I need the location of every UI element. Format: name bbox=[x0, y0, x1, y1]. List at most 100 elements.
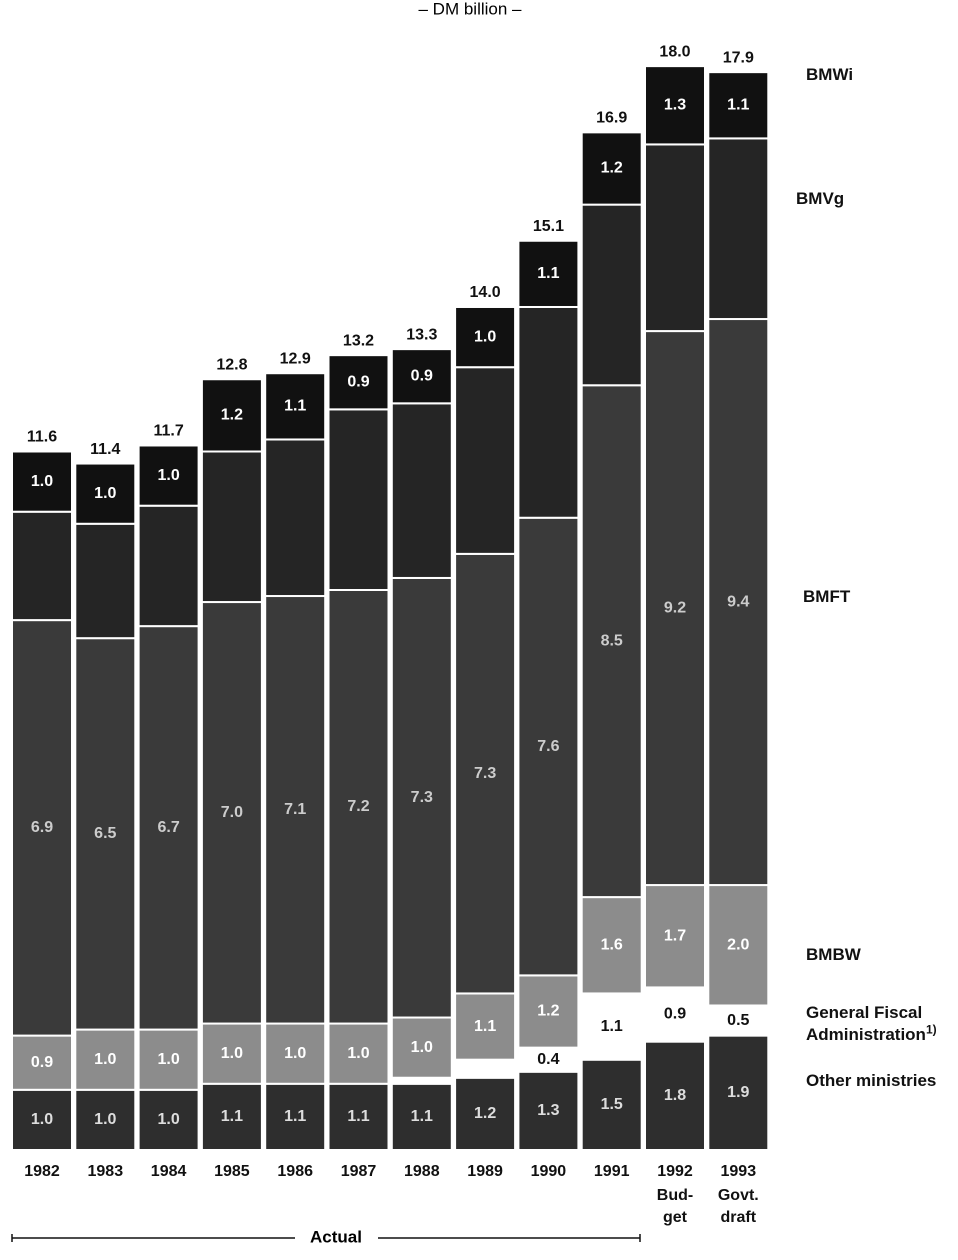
value-label: 1.0 bbox=[284, 1045, 306, 1062]
value-label: 1.7 bbox=[664, 927, 686, 944]
bar-segment bbox=[327, 408, 390, 591]
bar-segment bbox=[454, 552, 517, 995]
x-tick-label: 1984 bbox=[151, 1163, 187, 1180]
total-label: 16.9 bbox=[596, 110, 627, 127]
bar-segment bbox=[580, 203, 643, 387]
value-label: 1.1 bbox=[221, 1108, 243, 1125]
value-label: 1.3 bbox=[664, 96, 686, 113]
value-label: 7.1 bbox=[284, 801, 306, 818]
bar-segment bbox=[74, 462, 137, 525]
series-name: BMBW bbox=[806, 945, 861, 964]
bar-segment bbox=[517, 974, 580, 1049]
bar-segment bbox=[200, 601, 263, 1025]
total-label: 12.9 bbox=[280, 350, 311, 367]
value-label: 7.6 bbox=[537, 738, 559, 755]
bar-segment bbox=[644, 1040, 706, 1152]
x-tick-label: 1988 bbox=[404, 1163, 440, 1180]
series-label: BMBW bbox=[806, 944, 954, 966]
value-label: 1.8 bbox=[664, 1087, 686, 1104]
bar-segment bbox=[707, 1004, 770, 1037]
bar-segment bbox=[390, 402, 453, 579]
x-tick-label: 1991 bbox=[594, 1163, 630, 1180]
value-label: 1.0 bbox=[94, 1111, 116, 1128]
bar-segment bbox=[707, 137, 770, 321]
x-tick-label: 1983 bbox=[88, 1163, 124, 1180]
bar-segment bbox=[264, 595, 327, 1025]
bar-segment bbox=[390, 1082, 453, 1151]
x-tick-label: 1993 bbox=[721, 1163, 757, 1180]
x-tick-label: 1990 bbox=[531, 1163, 567, 1180]
bar-segment bbox=[200, 378, 263, 453]
series-name: General Fiscal Administration bbox=[806, 1003, 926, 1044]
bar-segment bbox=[580, 992, 643, 1061]
value-label: 1.0 bbox=[411, 1039, 433, 1056]
bar-segment bbox=[707, 1034, 770, 1152]
bar-segment bbox=[517, 305, 580, 519]
bar-segment bbox=[74, 637, 137, 1031]
x-tick-label: 1987 bbox=[341, 1163, 377, 1180]
bar-segment bbox=[707, 71, 770, 140]
series-label: BMWi bbox=[806, 64, 954, 86]
total-label: 12.8 bbox=[216, 356, 247, 373]
bar-segment bbox=[11, 1034, 73, 1091]
bar-segment bbox=[517, 239, 580, 308]
total-label: 11.4 bbox=[90, 441, 120, 458]
x-tick-label: 1982 bbox=[24, 1163, 60, 1180]
total-label: 18.0 bbox=[659, 43, 690, 60]
value-label: 9.4 bbox=[727, 593, 749, 610]
bar-segment bbox=[580, 1058, 643, 1151]
bar-segment bbox=[264, 372, 327, 441]
value-label: 1.0 bbox=[31, 1111, 53, 1128]
chart-title: – DM billion – bbox=[419, 0, 523, 18]
bar-segment bbox=[644, 330, 706, 887]
bar-segment bbox=[644, 65, 706, 146]
value-label: 1.1 bbox=[347, 1108, 369, 1125]
value-label: 8.5 bbox=[601, 632, 623, 649]
bar-segment bbox=[327, 1082, 390, 1151]
value-label: 7.3 bbox=[411, 789, 433, 806]
bar-segment bbox=[327, 354, 390, 411]
value-label: 9.2 bbox=[664, 599, 686, 616]
bar-segment bbox=[327, 589, 390, 1025]
x-tick-note: Bud- bbox=[657, 1187, 693, 1204]
bar-segment bbox=[517, 516, 580, 977]
bar-segment bbox=[454, 1058, 517, 1079]
bar-segment bbox=[517, 1046, 580, 1073]
total-label: 13.2 bbox=[343, 332, 374, 349]
bar-segment bbox=[11, 619, 73, 1037]
value-label: 1.9 bbox=[727, 1084, 749, 1101]
value-label: 7.0 bbox=[221, 804, 243, 821]
value-label: 1.2 bbox=[474, 1105, 496, 1122]
bar-segment bbox=[200, 450, 263, 604]
total-label: 14.0 bbox=[470, 284, 501, 301]
series-label: General Fiscal Administration1) bbox=[806, 1002, 946, 1046]
value-label: 1.1 bbox=[474, 1018, 496, 1035]
bar-segment bbox=[74, 1088, 137, 1151]
series-label: BMFT bbox=[803, 586, 954, 608]
series-name: Other ministries bbox=[806, 1071, 937, 1090]
value-label: 0.5 bbox=[727, 1012, 749, 1029]
x-tick-note: draft bbox=[721, 1209, 757, 1226]
bar-segment bbox=[580, 384, 643, 899]
x-tick-note: Govt. bbox=[718, 1187, 759, 1204]
value-label: 1.1 bbox=[411, 1108, 433, 1125]
bar-segment bbox=[517, 1070, 580, 1152]
series-label: Other ministries bbox=[806, 1070, 954, 1092]
series-label: BMVg bbox=[796, 188, 954, 210]
value-label: 6.9 bbox=[31, 819, 53, 836]
bar-segment bbox=[390, 1016, 453, 1079]
total-label: 11.6 bbox=[27, 429, 57, 446]
bar-segment bbox=[74, 522, 137, 640]
value-label: 7.3 bbox=[474, 765, 496, 782]
value-label: 0.4 bbox=[537, 1051, 559, 1068]
value-label: 1.2 bbox=[221, 407, 243, 424]
value-label: 0.9 bbox=[411, 367, 433, 384]
x-tick-label: 1986 bbox=[277, 1163, 313, 1180]
value-label: 1.0 bbox=[157, 1111, 179, 1128]
value-label: 1.2 bbox=[601, 160, 623, 177]
value-label: 1.3 bbox=[537, 1102, 559, 1119]
value-label: 1.1 bbox=[601, 1018, 623, 1035]
footnote-marker: 1) bbox=[925, 1022, 937, 1037]
bar-segment bbox=[11, 450, 73, 513]
